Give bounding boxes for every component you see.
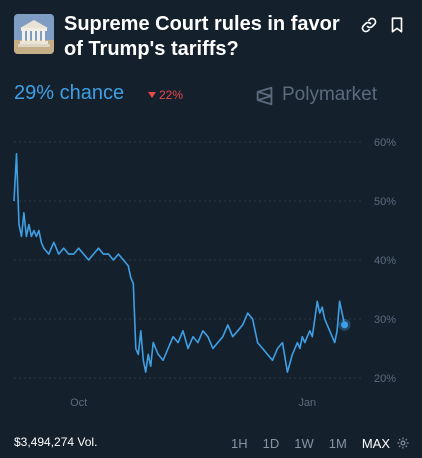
- link-icon[interactable]: [360, 16, 378, 34]
- range-button-max[interactable]: MAX: [361, 435, 390, 451]
- y-tick-label: 20%: [374, 373, 396, 385]
- gear-icon[interactable]: [396, 436, 410, 450]
- chance-value: 29% chance: [14, 82, 125, 104]
- polymarket-logo: [256, 86, 273, 106]
- y-tick-label: 50%: [374, 196, 396, 208]
- x-tick-label: Jan: [298, 397, 316, 409]
- down-triangle-icon: [148, 92, 156, 98]
- price-chart[interactable]: 20% 30% 40% 50% 60% Oct Jan: [0, 130, 422, 420]
- chance-delta-value: 22%: [159, 88, 184, 102]
- market-header: Supreme Court rules in favor of Trump's …: [14, 12, 408, 64]
- chance-delta: 22%: [148, 88, 183, 102]
- volume-label: $3,494,274 Vol.: [14, 435, 98, 449]
- range-button-1d[interactable]: 1D: [262, 435, 280, 451]
- range-selector: 1H 1D 1W 1M MAX: [216, 432, 410, 454]
- price-chart-svg[interactable]: 20% 30% 40% 50% 60% Oct Jan: [0, 130, 422, 420]
- brand-name: Polymarket: [282, 84, 378, 105]
- x-tick-label: Oct: [70, 397, 87, 409]
- chart-footer: $3,494,274 Vol. 1H 1D 1W 1M MAX: [14, 432, 410, 454]
- header-actions: [356, 16, 408, 36]
- range-button-1m[interactable]: 1M: [328, 435, 347, 451]
- price-series-line[interactable]: [13, 152, 346, 373]
- chance-row: 29% chance 22% Polymarket: [14, 82, 408, 110]
- bookmark-icon[interactable]: [388, 16, 406, 34]
- market-thumbnail[interactable]: [14, 14, 54, 54]
- y-tick-label: 40%: [374, 255, 396, 267]
- y-tick-label: 60%: [374, 137, 396, 149]
- y-tick-label: 30%: [374, 314, 396, 326]
- range-button-1w[interactable]: 1W: [294, 435, 314, 451]
- range-button-1h[interactable]: 1H: [231, 435, 248, 451]
- market-title[interactable]: Supreme Court rules in favor of Trump's …: [64, 13, 340, 60]
- last-point-marker[interactable]: [341, 321, 349, 329]
- brand[interactable]: Polymarket: [254, 83, 382, 109]
